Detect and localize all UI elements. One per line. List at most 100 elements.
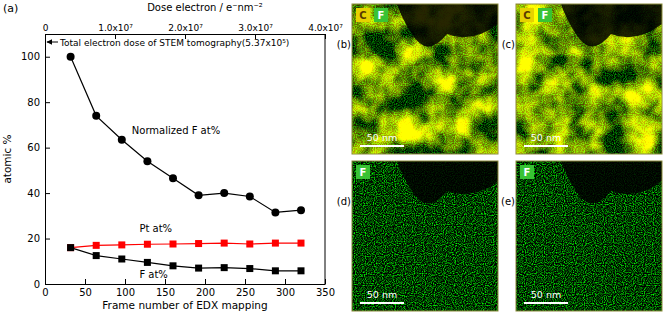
tick-mark xyxy=(45,34,46,39)
marker xyxy=(143,157,151,165)
map-border xyxy=(352,4,498,154)
scale-bar xyxy=(524,145,568,147)
element-label: C xyxy=(359,10,366,21)
marker xyxy=(67,244,74,251)
tick: 60 xyxy=(27,142,50,153)
figure: 05010015020025030035002040608010001.0x10… xyxy=(0,0,666,315)
marker xyxy=(118,136,126,144)
series-label: Normalized F at% xyxy=(132,125,220,136)
element-key xyxy=(538,8,552,22)
map-image xyxy=(516,161,662,311)
tick: 20 xyxy=(27,233,50,244)
tick-mark xyxy=(205,279,206,284)
tick-mark xyxy=(245,279,246,284)
marker xyxy=(246,265,253,272)
tick: 2.0x10⁷ xyxy=(168,23,203,39)
scale-bar-label: 50 nm xyxy=(531,132,561,143)
element-label: F xyxy=(524,167,531,178)
tick: 40 xyxy=(27,188,50,199)
marker xyxy=(195,265,202,272)
scale-bar xyxy=(360,302,404,304)
tick-label: 350 xyxy=(316,287,335,298)
map-border xyxy=(352,161,498,311)
edx-map: F 50 nm xyxy=(516,161,662,311)
tick-mark xyxy=(45,57,50,58)
marker xyxy=(195,240,202,247)
axis-line xyxy=(45,35,46,285)
scale-bar-label: 50 nm xyxy=(367,132,397,143)
marker xyxy=(246,193,254,201)
axis: 050100150200250300350 xyxy=(42,279,335,298)
tick: 150 xyxy=(156,279,175,298)
tick-label: 250 xyxy=(236,287,255,298)
tick: 0 xyxy=(34,279,50,290)
tick-label: 3.0x10⁷ xyxy=(238,23,273,33)
tick-label: 2.0x10⁷ xyxy=(168,23,203,33)
tick-label: 200 xyxy=(196,287,215,298)
edx-map: CF50 nm xyxy=(352,4,498,154)
marker xyxy=(298,240,305,247)
y-axis-title: atomic % xyxy=(1,134,13,183)
series-line xyxy=(71,243,301,248)
x-axis-title: Frame number of EDX mapping xyxy=(102,299,267,311)
marker xyxy=(118,241,125,248)
element-key xyxy=(356,8,370,22)
tick: 1.0x10⁷ xyxy=(98,23,133,39)
marker xyxy=(272,240,279,247)
tick-label: 150 xyxy=(156,287,175,298)
tick: 100 xyxy=(116,279,135,298)
marker xyxy=(297,206,305,214)
series-line xyxy=(71,248,301,271)
marker xyxy=(170,262,177,269)
marker xyxy=(246,241,253,248)
panel-label: (d) xyxy=(337,196,351,207)
series-label: Pt at% xyxy=(139,223,172,234)
map-border xyxy=(516,161,662,311)
scale-bar-label: 50 nm xyxy=(531,289,561,300)
tick-label: 300 xyxy=(276,287,295,298)
tick-label: 60 xyxy=(27,142,40,153)
panel-label: (e) xyxy=(501,196,515,207)
series-line xyxy=(71,57,301,213)
tick-label: 0 xyxy=(43,23,49,33)
dark-region xyxy=(397,4,498,47)
tick-label: 100 xyxy=(116,287,135,298)
panel-label: (b) xyxy=(337,39,351,50)
tick-label: 4.0x10⁷ xyxy=(308,23,343,33)
marker xyxy=(93,242,100,249)
annotation: Total electron dose of STEM tomography(5… xyxy=(59,38,289,48)
tick-label: 20 xyxy=(27,233,40,244)
edx-map: CF50 nm xyxy=(516,4,662,154)
scale-bar-label: 50 nm xyxy=(367,289,397,300)
element-key xyxy=(520,165,534,179)
marker xyxy=(298,267,305,274)
marker xyxy=(92,112,100,120)
tick-label: 100 xyxy=(21,51,40,62)
element-label: F xyxy=(360,167,367,178)
series-label: F at% xyxy=(139,269,167,280)
element-label: C xyxy=(523,10,530,21)
tick: 100 xyxy=(21,51,50,62)
marker xyxy=(93,252,100,259)
marker xyxy=(272,267,279,274)
tick-mark xyxy=(45,193,50,194)
map-image xyxy=(352,4,498,154)
marker xyxy=(271,208,279,216)
marker xyxy=(170,241,177,248)
dark-region xyxy=(397,161,498,204)
tick: 300 xyxy=(276,279,295,298)
marker xyxy=(195,191,203,199)
tick-mark xyxy=(45,284,50,285)
scale-bar xyxy=(524,302,568,304)
tick-mark xyxy=(45,148,50,149)
marker xyxy=(118,256,125,263)
tick-label: 1.0x10⁷ xyxy=(98,23,133,33)
map-image xyxy=(516,4,662,154)
tick-mark xyxy=(45,102,50,103)
tick-label: 80 xyxy=(27,97,40,108)
dark-region xyxy=(561,4,662,47)
tick-mark xyxy=(45,239,50,240)
panel-label: (a) xyxy=(3,2,18,15)
marker xyxy=(220,189,228,197)
element-key xyxy=(520,8,534,22)
